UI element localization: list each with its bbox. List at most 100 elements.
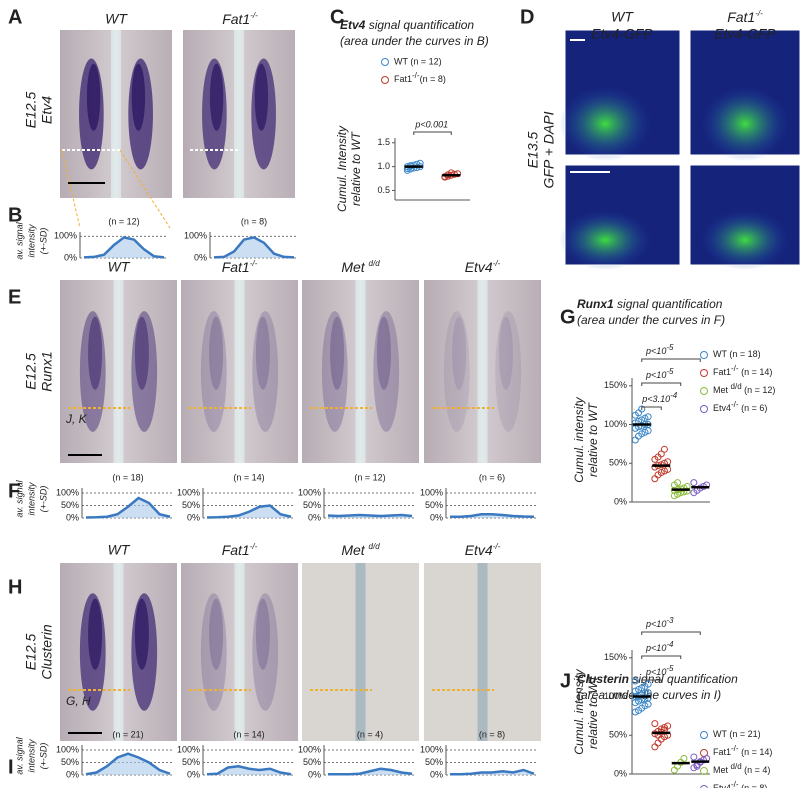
y-tick-label: 50% [182, 757, 200, 767]
bold-part: Etv4 [340, 18, 366, 32]
data-point [651, 720, 659, 728]
text-part: (n = 4) [742, 765, 771, 775]
y-tick-label: 50% [425, 757, 443, 767]
panel-letter: G [560, 306, 576, 328]
midline [234, 280, 245, 463]
text-part: (n = 8) [420, 74, 446, 84]
y-tick-label: 100% [298, 744, 321, 754]
column-header: Etv4-GFP [591, 26, 653, 42]
n-label: (n = 21) [112, 729, 143, 739]
data-point [657, 450, 665, 458]
legend-label: Etv4-/- (n = 8) [713, 780, 767, 788]
y-tick-label: 100% [54, 231, 77, 241]
n-label: (n = 14) [233, 729, 264, 739]
superscript: -5 [666, 664, 674, 673]
staining [373, 311, 400, 432]
superscript: d/d [369, 542, 381, 551]
border [689, 164, 800, 266]
y-axis-label: intensity [26, 224, 36, 258]
plot-title: Clusterin signal quantification [577, 672, 738, 686]
bracket [641, 382, 682, 386]
bracket [641, 679, 662, 683]
superscript: -/- [250, 542, 258, 551]
text-part: (n = 12) [742, 385, 776, 395]
y-axis-label: av. signal [14, 221, 24, 259]
y-axis-label: intensity [26, 739, 36, 773]
superscript: d/d [731, 382, 742, 391]
italic-part: signal quantification [614, 297, 723, 311]
superscript: -5 [666, 343, 674, 352]
data-point [693, 762, 701, 770]
y-tick-label: 50% [303, 757, 321, 767]
n-label: (n = 12) [354, 472, 385, 482]
y-tick-label: 1.0 [377, 161, 390, 171]
gfp-signal [701, 210, 789, 270]
legend-marker [700, 351, 708, 359]
data-point [454, 170, 462, 178]
text-part: Etv4 [465, 259, 493, 275]
superscript: -/- [755, 9, 763, 18]
text-part: p<10 [645, 643, 666, 653]
panel-letter: D [520, 6, 534, 28]
data-point [631, 708, 639, 716]
gfp-signal [559, 86, 652, 162]
column-header: WT [611, 9, 634, 25]
legend-label: WT (n = 12) [394, 56, 442, 66]
data-point [660, 724, 668, 731]
y-tick-label: 0% [194, 252, 207, 262]
midline [113, 563, 124, 741]
y-axis-label: av. signal [14, 736, 24, 774]
superscript: -/- [731, 364, 739, 373]
signal-curve [213, 236, 295, 259]
p-value: p<3.10-4 [641, 391, 677, 405]
column-header: Met d/d [341, 542, 380, 558]
staining [200, 593, 227, 711]
y-tick-label: 50% [609, 458, 627, 468]
panel-letter: I [8, 756, 14, 778]
signal-curve [328, 767, 413, 776]
column-header: Fat1-/- [727, 9, 763, 25]
plot-title: (area under the curves in F) [577, 313, 725, 327]
signal-curve [83, 236, 165, 259]
border [564, 29, 681, 156]
n-label: (n = 8) [241, 216, 267, 226]
staining [131, 311, 158, 432]
data-point [680, 755, 688, 762]
y-axis-label: (+-SD) [38, 486, 48, 513]
column-header: Fat1-/- [222, 542, 258, 558]
text-part: p<3.10 [641, 394, 670, 404]
bold-part: Clusterin [577, 672, 629, 686]
y-tick-label: 0% [66, 512, 79, 522]
signal-curve [85, 752, 171, 776]
y-tick-label: 0% [430, 769, 443, 779]
data-point [635, 697, 643, 705]
superscript: -/- [731, 400, 739, 409]
data-point [670, 492, 678, 500]
text-part: Fat1 [222, 11, 250, 27]
legend-marker [700, 405, 708, 413]
y-tick-label: 0.5 [377, 185, 390, 195]
data-point [660, 467, 668, 475]
superscript: -/- [250, 11, 258, 20]
staining [86, 63, 101, 131]
legend-label: Met d/d (n = 12) [713, 382, 775, 396]
bold-part: Runx1 [577, 297, 614, 311]
p-value: p<10-5 [645, 343, 674, 357]
y-tick-label: 100% [604, 691, 627, 701]
signal-area [86, 753, 170, 775]
superscript: -/- [493, 542, 501, 551]
staining [88, 598, 103, 670]
midline [477, 563, 488, 741]
zoom-line [61, 149, 81, 229]
zoom-line [119, 149, 171, 229]
data-point [651, 463, 659, 471]
level-label: G, H [66, 694, 91, 708]
italic-part: signal quantification [629, 672, 738, 686]
superscript: -3 [666, 616, 674, 625]
data-point [690, 479, 698, 487]
text-part: Met [341, 259, 368, 275]
n-label: (n = 18) [112, 472, 143, 482]
staining [79, 311, 106, 432]
plot-title: Runx1 signal quantification [577, 297, 723, 311]
data-point [690, 753, 698, 761]
